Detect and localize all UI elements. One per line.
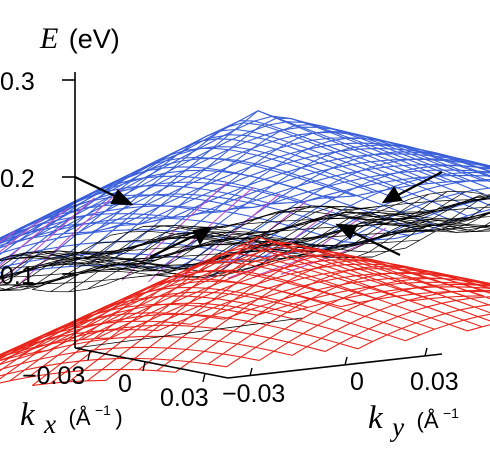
x-ticks — [87, 350, 206, 383]
z-axis-symbol: E — [39, 22, 58, 55]
z-axis-label: E (eV) — [39, 22, 120, 55]
mesh-line — [0, 324, 326, 361]
mesh-line — [0, 302, 373, 356]
back-edge-line — [74, 317, 303, 349]
y-tick-label: −0.03 — [222, 380, 285, 408]
y-axis-subscript: y — [389, 412, 404, 442]
y-axis-line — [227, 353, 443, 379]
mesh-line — [357, 304, 490, 350]
x-tick-mark — [142, 361, 146, 372]
y-axis-label: k y (Å −1 — [368, 400, 459, 442]
x-tick-mark — [202, 372, 206, 383]
arrow-right-lower — [335, 223, 401, 256]
y-tick-label: 0.03 — [410, 368, 459, 396]
y-tick-mark — [249, 367, 253, 377]
mesh-line — [68, 236, 448, 383]
mesh-line — [405, 224, 490, 249]
mesh-line — [0, 368, 176, 384]
x-axis-label: k x (Å −1 ) — [20, 397, 123, 439]
mesh-line — [248, 171, 490, 261]
mesh-line — [0, 263, 260, 291]
mesh-line — [0, 270, 227, 291]
mesh-line — [0, 357, 227, 377]
z-axis-unit: (eV) — [69, 24, 120, 54]
mesh-line — [32, 284, 106, 293]
y-tick-mark — [344, 356, 348, 366]
y-tick-label: 0 — [350, 368, 364, 396]
mesh-line — [291, 289, 490, 356]
mesh-line — [0, 346, 260, 371]
mesh-line — [314, 187, 490, 252]
lower-band-surface — [0, 236, 490, 386]
mesh-edge-line — [0, 218, 42, 253]
x-tick-label: 0.03 — [160, 384, 209, 412]
x-tick-label: −0.03 — [22, 362, 85, 390]
x-axis-symbol: k — [20, 397, 36, 433]
x-axis-line — [74, 347, 229, 379]
mesh-line — [32, 379, 106, 386]
mesh-line — [0, 169, 424, 239]
z-tick-label: 0.1 — [0, 262, 35, 290]
axes — [74, 72, 443, 379]
mesh-line — [0, 313, 359, 358]
mesh-line — [178, 151, 490, 268]
mesh-edge-line — [15, 189, 122, 288]
arrow-left-lower — [149, 226, 213, 258]
mesh-line — [405, 313, 490, 342]
mesh-line — [87, 242, 466, 382]
mesh-line — [259, 212, 490, 265]
mesh-line — [467, 324, 490, 332]
mesh-line — [0, 134, 468, 244]
x-axis-subscript: x — [43, 409, 56, 439]
x-tick-mark — [87, 350, 91, 361]
mesh-line — [358, 224, 490, 258]
middle-band-surface — [0, 191, 490, 293]
y-axis-unit-exponent: −1 — [443, 405, 459, 421]
mesh-line — [0, 272, 176, 286]
mesh-line — [68, 110, 448, 267]
mesh-line — [105, 248, 484, 381]
mesh-line — [105, 123, 484, 266]
z-tick-label: 0.3 — [0, 68, 35, 96]
y-axis-unit: (Å — [417, 408, 439, 433]
mesh-line — [0, 244, 373, 280]
arrow-right-upper — [381, 171, 443, 204]
mesh-line — [4, 247, 483, 360]
mesh-line — [0, 250, 359, 278]
x-axis-unit-close: ) — [115, 405, 122, 430]
mesh-line — [4, 122, 483, 245]
x-tick-label: 0 — [118, 370, 132, 398]
mesh-line — [0, 217, 348, 249]
y-ticks — [249, 347, 428, 377]
y-axis-symbol: k — [368, 400, 384, 436]
y-tick-mark — [424, 347, 428, 357]
mesh-line — [259, 283, 490, 361]
z-tick-label: 0.2 — [0, 165, 35, 193]
mesh-edge-line — [0, 197, 95, 284]
x-axis-unit-exponent: −1 — [95, 402, 111, 418]
arrow-left-upper — [74, 176, 134, 206]
mesh-line — [123, 130, 490, 267]
mesh-line — [207, 271, 490, 365]
x-axis-unit: (Å — [69, 405, 91, 430]
mesh-line — [230, 165, 490, 262]
mesh-line — [0, 264, 198, 277]
mesh-line — [197, 158, 490, 267]
arrows — [74, 171, 443, 258]
mesh-line — [0, 335, 293, 365]
mesh-line — [226, 277, 490, 368]
mesh-line — [4, 224, 483, 261]
z-ticks — [62, 79, 75, 275]
mesh-line — [467, 225, 490, 231]
mesh-edge-line — [0, 207, 69, 267]
mesh-line — [208, 203, 490, 277]
mesh-line — [324, 296, 490, 352]
mesh-line — [281, 178, 490, 256]
mesh-line — [86, 117, 466, 267]
